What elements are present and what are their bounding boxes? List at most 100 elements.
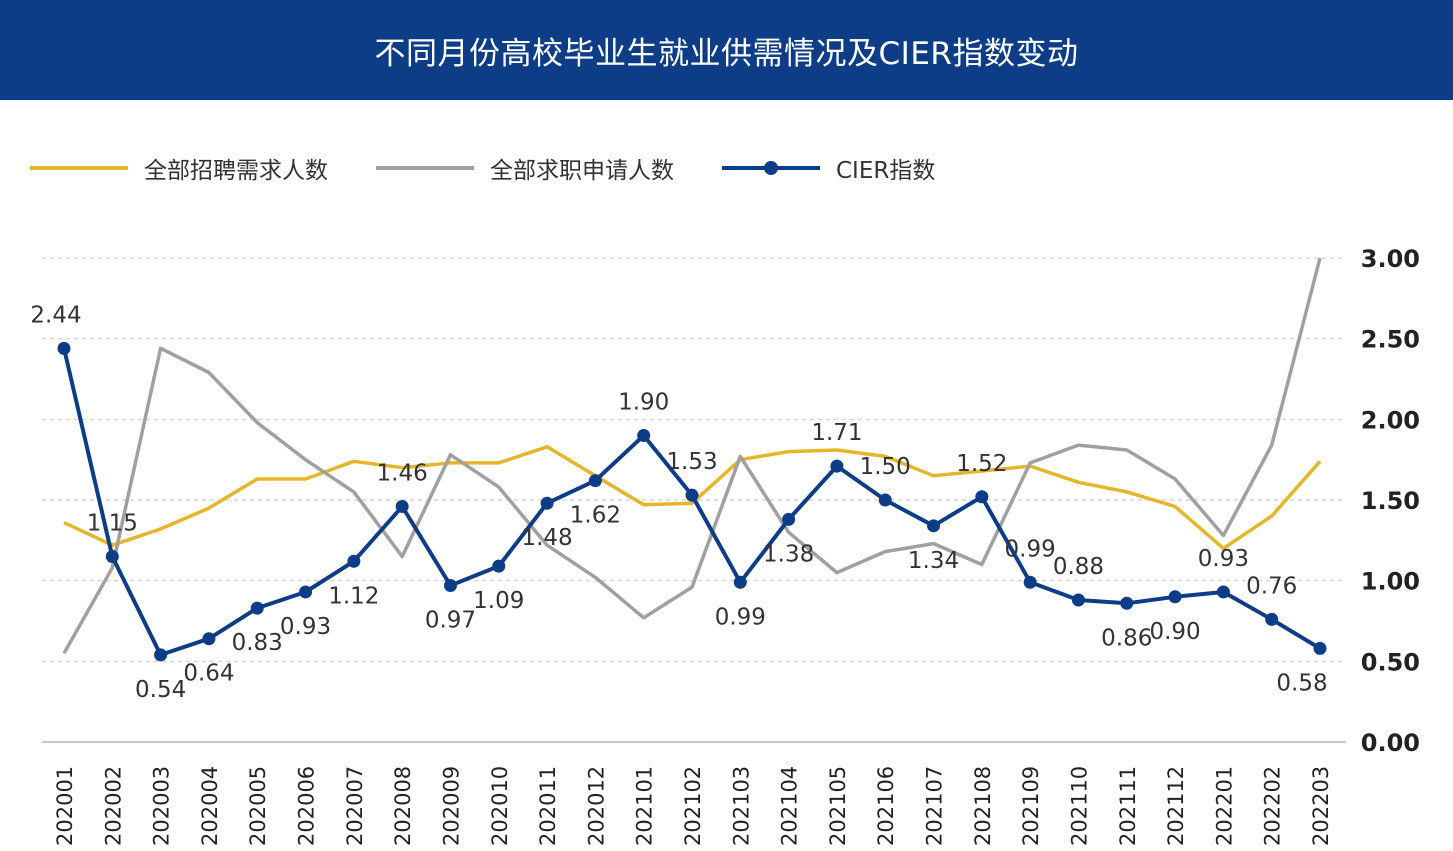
x-tick-label: 202201 [1212, 766, 1236, 846]
cier-point [733, 575, 747, 589]
cier-data-label: 0.93 [280, 614, 331, 640]
cier-data-label: 1.09 [473, 588, 524, 614]
y-tick-label: 1.00 [1361, 568, 1420, 596]
cier-point [347, 554, 361, 568]
cier-data-label: 0.54 [135, 677, 186, 703]
series-line-1 [62, 257, 1322, 655]
cier-data-label: 0.99 [715, 604, 766, 630]
x-tick-label: 202111 [1116, 766, 1140, 846]
cier-point [1265, 612, 1279, 626]
cier-data-label: 1.12 [328, 583, 379, 609]
y-axis-ticks: 0.00 0.50 1.00 1.50 2.00 2.50 3.00 [1361, 245, 1420, 757]
cier-point [1023, 575, 1037, 589]
x-tick-label: 202101 [633, 766, 657, 846]
series-lines [57, 257, 1327, 662]
y-tick-label: 2.00 [1361, 406, 1420, 434]
cier-data-label: 0.58 [1276, 670, 1327, 696]
cier-data-label: 0.90 [1149, 619, 1200, 645]
legend-label-cier: CIER指数 [836, 158, 936, 184]
cier-point [105, 549, 119, 563]
cier-point [443, 579, 457, 593]
y-tick-label: 2.50 [1361, 326, 1420, 354]
x-tick-label: 202109 [1019, 766, 1043, 846]
cier-data-label: 1.38 [763, 541, 814, 567]
chart-title: 不同月份高校毕业生就业供需情况及CIER指数变动 [374, 35, 1079, 72]
cier-point [637, 428, 651, 442]
legend-label-demand: 全部招聘需求人数 [144, 158, 328, 184]
x-tick-label: 202002 [101, 766, 125, 846]
series-line-0 [63, 445, 1322, 551]
x-tick-label: 202006 [295, 766, 319, 846]
x-tick-label: 202107 [923, 766, 947, 846]
cier-data-label: 1.90 [618, 389, 669, 415]
cier-point [878, 493, 892, 507]
legend-item-demand: 全部招聘需求人数 [30, 151, 328, 185]
chart-title-banner: 不同月份高校毕业生就业供需情况及CIER指数变动 [0, 0, 1453, 100]
cier-data-label: 1.46 [377, 460, 428, 486]
x-tick-label: 202104 [778, 766, 802, 846]
x-tick-label: 202110 [1067, 766, 1091, 846]
cier-data-label: 1.52 [956, 451, 1007, 477]
x-tick-label: 202203 [1309, 766, 1333, 846]
cier-point [588, 474, 602, 488]
cier-point [299, 585, 313, 599]
cier-point [1216, 585, 1230, 599]
x-tick-label: 202011 [536, 766, 560, 846]
cier-data-label: 1.15 [87, 510, 138, 536]
cier-point [540, 496, 554, 510]
cier-data-label: 0.99 [1005, 536, 1056, 562]
cier-point [1071, 593, 1085, 607]
legend-item-cier: CIER指数 [722, 151, 935, 185]
x-tick-label: 202012 [584, 766, 608, 846]
x-tick-label: 202008 [391, 766, 415, 846]
legend-label-supply: 全部求职申请人数 [490, 158, 674, 184]
x-tick-label: 202009 [439, 766, 463, 846]
cier-data-label: 0.76 [1246, 573, 1297, 599]
cier-data-label: 0.83 [232, 630, 283, 656]
cier-point [154, 648, 168, 662]
cier-point [57, 341, 71, 355]
cier-point [250, 601, 264, 615]
legend-swatch-demand [30, 166, 128, 170]
cier-point [492, 559, 506, 573]
cier-data-label: 1.48 [521, 525, 572, 551]
legend-swatch-cier [722, 161, 820, 175]
y-tick-label: 3.00 [1361, 245, 1420, 273]
cier-data-label: 1.53 [666, 449, 717, 475]
legend-swatch-supply [376, 166, 474, 170]
x-tick-label: 202105 [826, 766, 850, 846]
cier-point [395, 499, 409, 513]
x-tick-label: 202004 [198, 766, 222, 846]
cier-point [685, 488, 699, 502]
cier-data-label: 0.64 [183, 661, 234, 687]
cier-data-label: 0.93 [1198, 546, 1249, 572]
cier-data-label: 1.71 [811, 420, 862, 446]
chart-legend: 全部招聘需求人数 全部求职申请人数 CIER指数 [30, 145, 983, 191]
y-tick-label: 0.50 [1361, 648, 1420, 676]
x-tick-label: 202010 [488, 766, 512, 846]
x-tick-label: 202112 [1164, 766, 1188, 846]
y-tick-label: 1.50 [1361, 487, 1420, 515]
x-tick-label: 202007 [343, 766, 367, 846]
legend-item-supply: 全部求职申请人数 [376, 151, 674, 185]
y-tick-label: 0.00 [1361, 729, 1420, 757]
x-tick-label: 202103 [729, 766, 753, 846]
x-tick-label: 202106 [874, 766, 898, 846]
cier-data-label: 1.50 [860, 454, 911, 480]
cier-point [782, 512, 796, 526]
data-labels: 2.441.150.540.640.830.931.121.460.971.09… [30, 302, 1327, 703]
cier-point [975, 490, 989, 504]
x-tick-label: 202202 [1261, 766, 1285, 846]
cier-point [1120, 596, 1134, 610]
x-tick-label: 202001 [53, 766, 77, 846]
cier-point [927, 519, 941, 533]
cier-point [1313, 641, 1327, 655]
cier-data-label: 2.44 [30, 302, 81, 328]
cier-data-label: 0.88 [1053, 554, 1104, 580]
x-tick-label: 202003 [150, 766, 174, 846]
cier-data-label: 1.34 [908, 548, 959, 574]
cier-data-label: 0.86 [1101, 625, 1152, 651]
x-tick-label: 202108 [971, 766, 995, 846]
cier-data-label: 1.62 [570, 503, 621, 529]
cier-point [830, 459, 844, 473]
